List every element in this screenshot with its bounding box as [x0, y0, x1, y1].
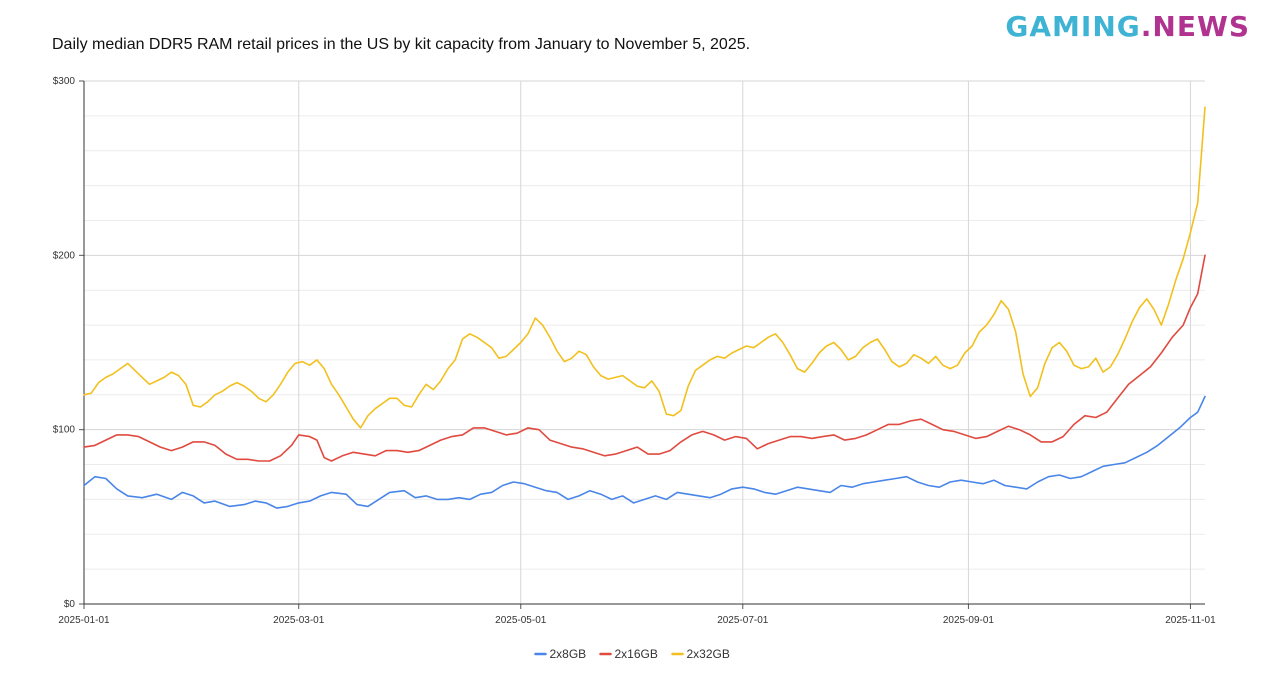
logo-part-2: .NEWS [1140, 10, 1250, 43]
y-tick-label: $100 [53, 425, 76, 436]
chart-title: Daily median DDR5 RAM retail prices in t… [52, 36, 751, 53]
x-tick-label: 2025-09-01 [943, 615, 995, 626]
x-tick-label: 2025-11-01 [1165, 615, 1216, 626]
x-tick-label: 2025-07-01 [717, 615, 769, 626]
y-tick-label: $200 [53, 250, 76, 261]
legend: 2x8GB 2x16GB 2x32GB [534, 647, 730, 661]
legend-item-2x8gb: 2x8GB [534, 647, 587, 661]
y-tick-label: $300 [53, 76, 76, 87]
series-line-2x8gb [83, 395, 1206, 509]
x-tick-label: 2025-03-01 [273, 615, 325, 626]
x-tick-label: 2025-05-01 [495, 615, 547, 626]
logo-part-1: GAMING [1005, 10, 1141, 43]
series-line-2x16gb [83, 254, 1206, 462]
legend-label: 2x16GB [615, 647, 658, 661]
gaming-news-logo: GAMING.NEWS [1005, 10, 1250, 43]
x-tick-label: 2025-01-01 [58, 615, 110, 626]
y-tick-label: $0 [64, 599, 76, 610]
legend-label: 2x32GB [687, 647, 730, 661]
legend-label: 2x8GB [550, 647, 587, 661]
legend-item-2x32gb: 2x32GB [671, 647, 730, 661]
legend-item-2x16gb: 2x16GB [599, 647, 658, 661]
series-line-2x32gb [83, 106, 1206, 429]
